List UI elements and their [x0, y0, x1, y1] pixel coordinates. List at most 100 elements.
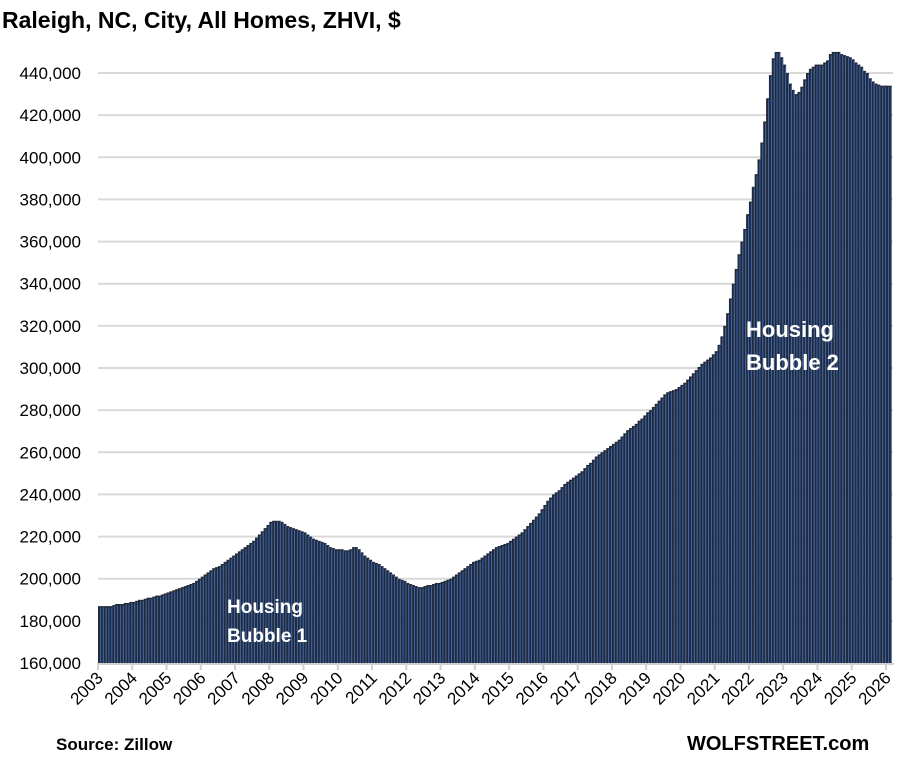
bar — [731, 283, 735, 663]
bar — [240, 549, 244, 663]
bar — [717, 344, 721, 663]
bar — [851, 59, 855, 663]
bar-edge — [733, 285, 735, 663]
bar-edge — [605, 451, 607, 663]
bar — [563, 483, 567, 663]
bar — [803, 79, 807, 664]
bar — [420, 587, 424, 663]
bar — [840, 54, 844, 664]
bar-edge — [385, 569, 387, 663]
bar — [175, 589, 178, 663]
bar — [277, 520, 281, 663]
bar — [226, 559, 230, 663]
bar-edge — [665, 395, 667, 663]
bar — [314, 539, 318, 663]
bar — [100, 606, 104, 663]
bar — [831, 51, 835, 663]
bar — [232, 555, 236, 663]
bar-edge — [708, 361, 709, 663]
bar-edge — [328, 546, 330, 663]
bar — [708, 357, 712, 663]
bar — [751, 186, 755, 664]
bar-edge — [131, 603, 133, 663]
bar-edge — [214, 569, 216, 663]
bar-edge — [782, 58, 784, 664]
bar-edge — [748, 215, 749, 663]
x-tick-label: 2006 — [169, 668, 209, 708]
bar-edge — [750, 203, 752, 664]
bar-edge — [282, 523, 284, 663]
bar-edge — [422, 588, 424, 663]
bar — [98, 606, 101, 663]
bar-edge — [625, 434, 627, 663]
bar — [389, 572, 393, 663]
bar — [577, 473, 581, 663]
bar-edge — [354, 548, 355, 663]
bar-edge — [453, 578, 455, 663]
bar-edge — [542, 510, 544, 663]
bar-edge — [488, 554, 490, 663]
x-tick-label: 2016 — [512, 668, 552, 708]
bar-edge — [108, 607, 110, 663]
bar — [383, 568, 387, 663]
bar — [269, 521, 273, 663]
bar-edge — [493, 550, 495, 663]
bar — [357, 549, 361, 663]
bar — [651, 406, 655, 663]
x-tick-label: 2018 — [581, 668, 621, 708]
bar-edge — [816, 66, 818, 664]
x-tick-label: 2010 — [306, 668, 346, 708]
bar-edge — [351, 550, 353, 663]
x-tick-label: 2020 — [649, 668, 689, 708]
bar — [332, 548, 336, 663]
bar — [554, 492, 558, 663]
bar-edge — [219, 567, 221, 663]
bar-edge — [496, 548, 498, 663]
bar-edge — [685, 384, 687, 663]
bar — [266, 524, 270, 663]
bar-edge — [399, 580, 401, 663]
bar-edge — [268, 526, 270, 663]
bar — [549, 497, 552, 663]
bar-edge — [111, 607, 113, 663]
bar-edge — [336, 550, 338, 663]
bar — [854, 62, 858, 663]
bar — [449, 578, 453, 663]
bar-edge — [513, 540, 515, 663]
bar — [292, 528, 296, 663]
bar — [546, 500, 550, 663]
bar — [452, 576, 455, 663]
bar — [160, 594, 164, 663]
bar-edge — [117, 605, 118, 663]
bar — [885, 85, 889, 663]
bar — [743, 228, 747, 663]
bar-edge — [325, 544, 327, 663]
bar-edge — [696, 371, 698, 663]
bar — [669, 391, 672, 663]
bar — [557, 490, 561, 663]
bar — [649, 410, 652, 663]
bar — [617, 439, 621, 663]
x-tick-label: 2009 — [272, 668, 312, 708]
bar — [694, 370, 698, 663]
bar — [714, 351, 718, 663]
bar-edge — [459, 573, 461, 663]
bar — [683, 382, 687, 663]
bar-edge — [616, 443, 618, 663]
bar-edge — [556, 493, 558, 663]
x-tick-label: 2015 — [478, 668, 518, 708]
bar-edge — [676, 390, 678, 663]
bar-edge — [559, 491, 561, 663]
bar — [509, 540, 513, 663]
bar-edge — [448, 581, 450, 663]
bar-edge — [753, 188, 755, 664]
x-tick-label: 2005 — [135, 668, 175, 708]
bar-edge — [234, 557, 236, 663]
annotation-bubble-1-line-2: Bubble 1 — [227, 626, 308, 647]
bar-edge — [756, 175, 758, 663]
bar-edge — [619, 441, 621, 663]
bar — [569, 479, 572, 663]
bar-edge — [308, 535, 310, 663]
x-tick-label: 2014 — [444, 668, 484, 708]
x-tick-label: 2025 — [820, 668, 860, 708]
